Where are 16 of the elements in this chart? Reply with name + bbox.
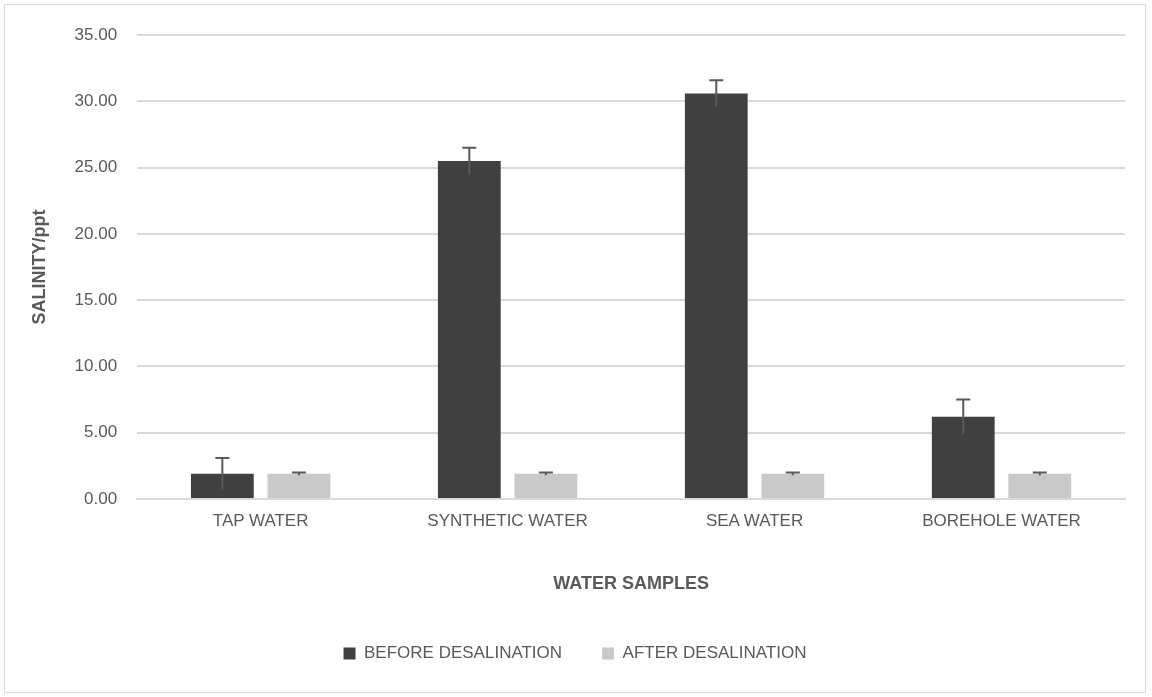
x-tick-label: BOREHOLE WATER bbox=[922, 510, 1081, 530]
y-tick-label: 30.00 bbox=[74, 91, 118, 111]
y-tick-label: 25.00 bbox=[74, 157, 118, 177]
y-tick-label: 20.00 bbox=[74, 223, 118, 243]
y-axis-title: SALINITY/ppt bbox=[28, 209, 49, 325]
x-axis-title: WATER SAMPLES bbox=[553, 573, 709, 594]
y-tick-label: 15.00 bbox=[74, 289, 118, 309]
legend-label: BEFORE DESALINATION bbox=[364, 643, 563, 663]
y-tick-label: 10.00 bbox=[74, 356, 118, 376]
y-tick-label: 5.00 bbox=[84, 422, 118, 442]
legend-label: AFTER DESALINATION bbox=[622, 643, 807, 663]
x-tick-label: SEA WATER bbox=[705, 510, 804, 530]
x-tick-label: TAP WATER bbox=[212, 510, 309, 530]
x-tick-label: SYNTHETIC WATER bbox=[427, 510, 588, 530]
y-tick-label: 0.00 bbox=[84, 488, 118, 508]
y-tick-label: 35.00 bbox=[74, 24, 118, 44]
